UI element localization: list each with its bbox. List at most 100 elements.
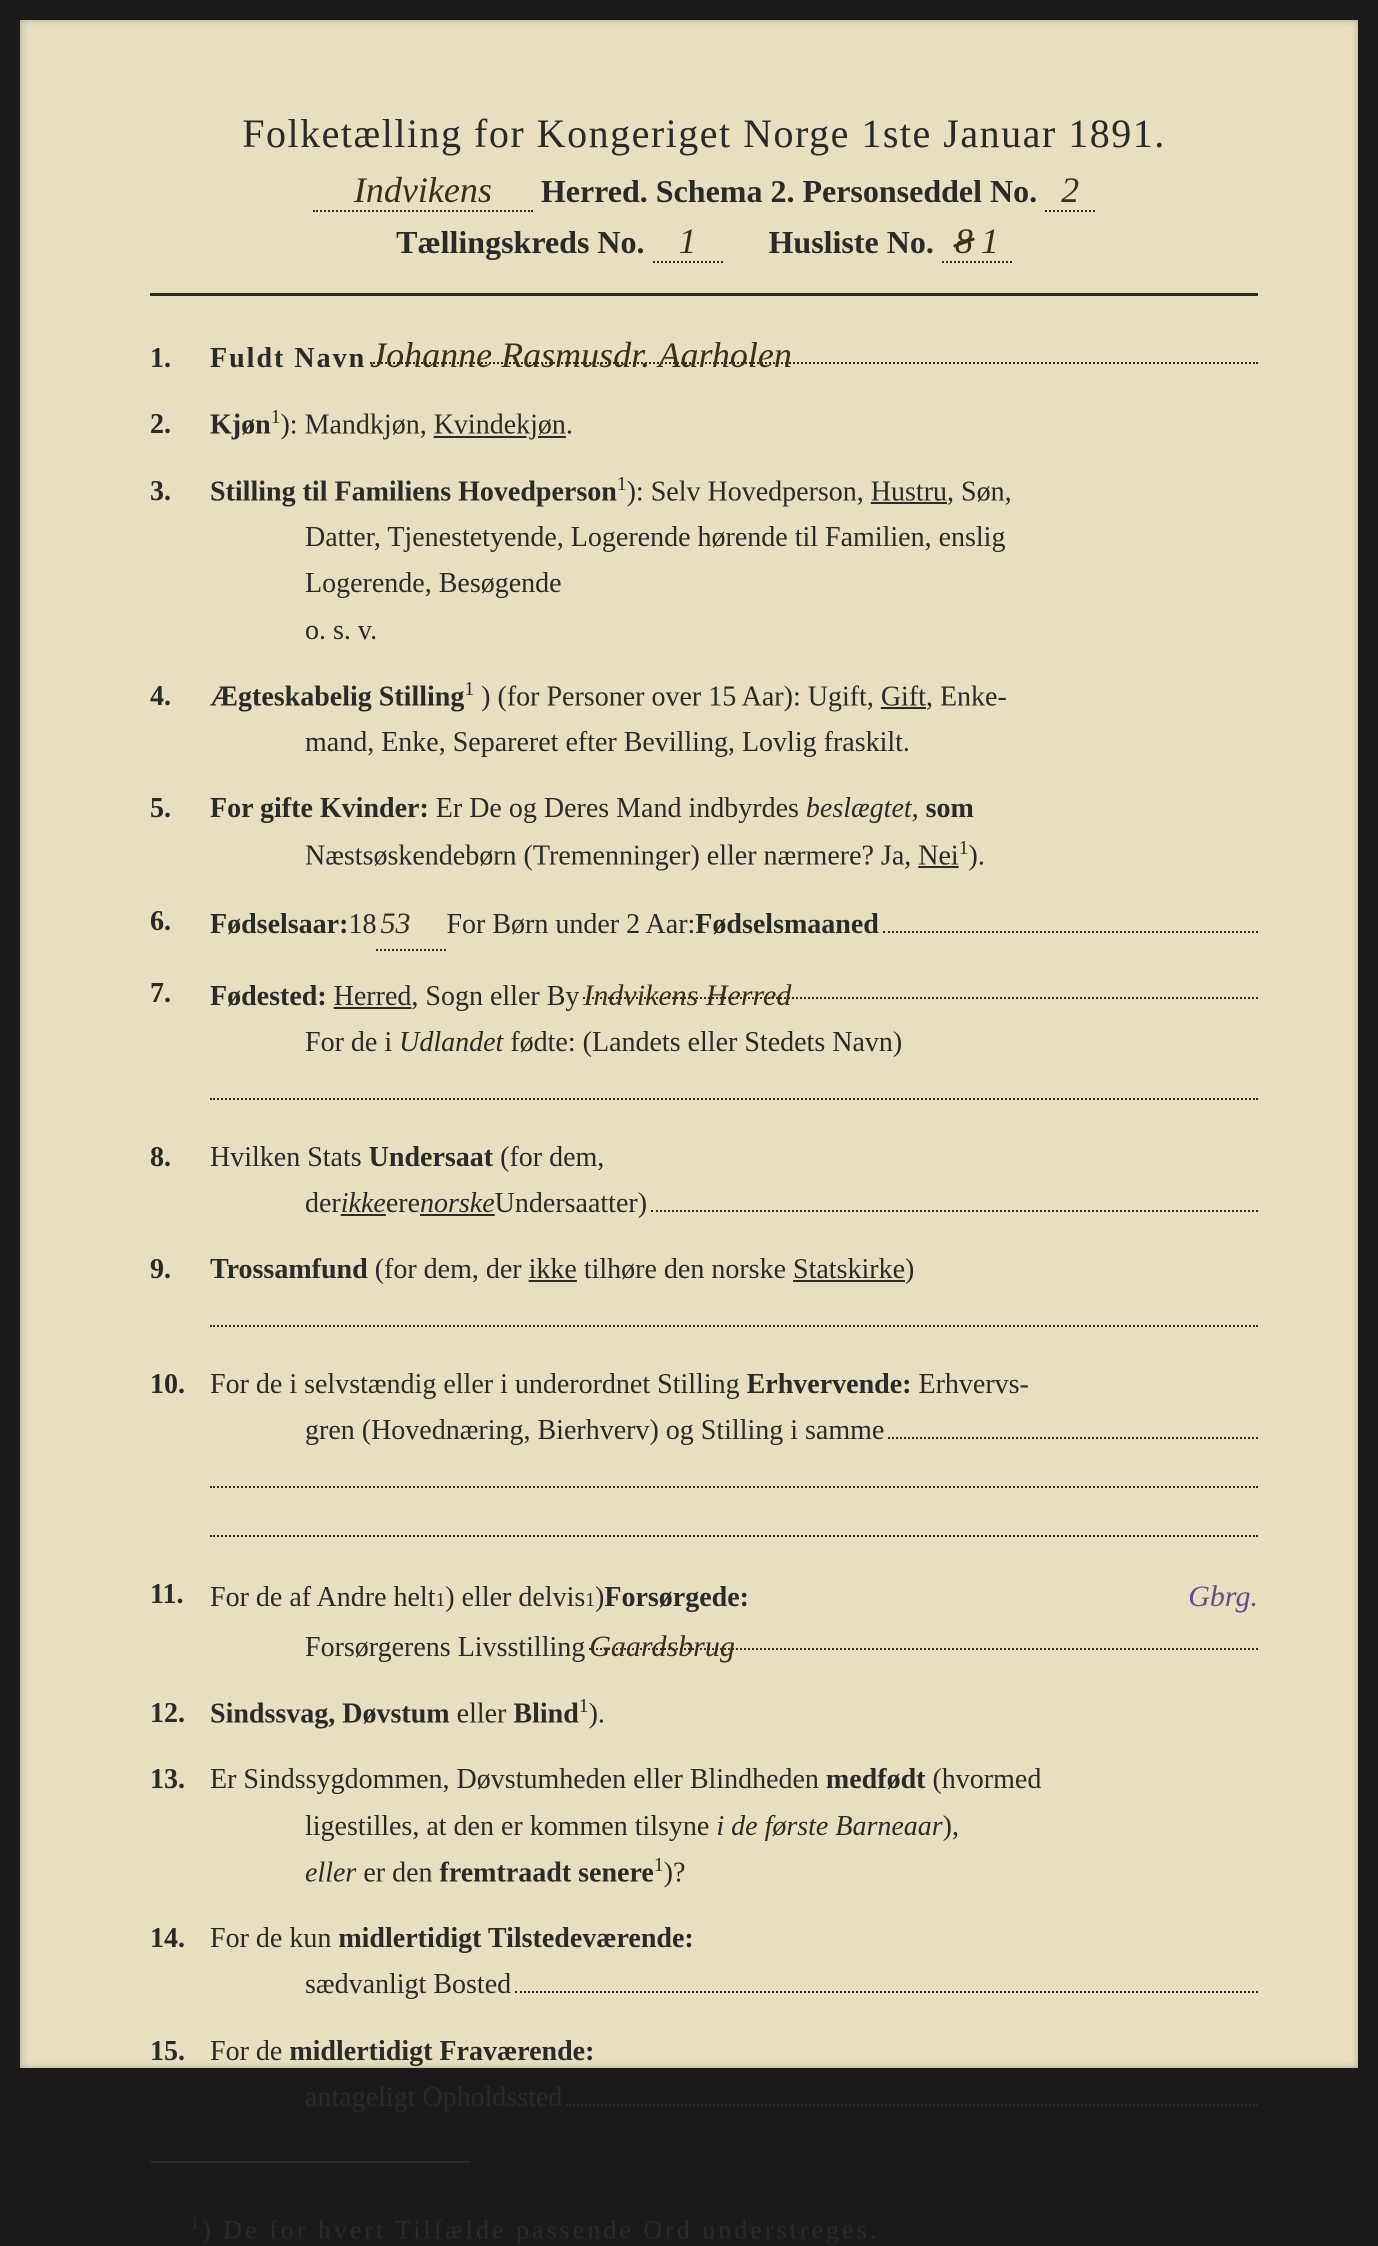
text: ere (386, 1181, 420, 1227)
text: som (926, 793, 974, 824)
line2: Datter, Tjenestetyende, Logerende hørend… (210, 515, 1258, 561)
label: Forsørgede: (604, 1575, 749, 1621)
item-body: Hvilken Stats Undersaat (for dem, der ik… (210, 1135, 1258, 1227)
text: sædvanligt Bosted (305, 1962, 511, 2008)
line2: ligestilles, at den er kommen tilsyne i … (210, 1804, 1258, 1850)
item-8: 8. Hvilken Stats Undersaat (for dem, der… (150, 1135, 1258, 1227)
item-num: 4. (150, 674, 210, 767)
italic: Udlandet (399, 1027, 503, 1058)
item-11: 11. For de af Andre helt1 ) eller delvis… (150, 1572, 1258, 1671)
item-9: 9. Trossamfund (for dem, der ikke tilhør… (150, 1247, 1258, 1342)
blank (651, 1184, 1258, 1212)
husliste-label: Husliste No. (769, 224, 934, 261)
item-body: Ægteskabelig Stilling1 ) (for Personer o… (210, 674, 1258, 767)
selected: Nei (918, 840, 958, 871)
selected: Hustru (871, 476, 947, 507)
item-3: 3. Stilling til Familiens Hovedperson1):… (150, 469, 1258, 654)
text: eller (457, 1698, 514, 1729)
text: For de (210, 2036, 289, 2067)
italic: norske (420, 1181, 495, 1227)
text: , Søn, (947, 476, 1012, 507)
item-5: 5. For gifte Kvinder: Er De og Deres Man… (150, 786, 1258, 879)
line2: Forsørgerens Livsstilling Gaardsbrug (210, 1622, 1258, 1671)
suffix: . (566, 410, 573, 441)
text: (hvormed (932, 1764, 1041, 1795)
label: Erhvervende: (747, 1369, 912, 1400)
text: gren (Hovednæring, Bierhverv) og Stillin… (305, 1408, 884, 1454)
line2: antageligt Opholdssted (210, 2075, 1258, 2121)
label: Ægteskabelig Stilling (210, 681, 464, 712)
footnote: 1) De for hvert Tilfælde passende Ord un… (150, 2213, 1258, 2246)
footnote-text: ) De for hvert Tilfælde passende Ord und… (202, 2216, 879, 2245)
name-value: Johanne Rasmusdr. Aarholen (370, 335, 792, 375)
item-14: 14. For de kun midlertidigt Tilstedevære… (150, 1916, 1258, 2008)
sup: 1 (617, 474, 627, 495)
item-12: 12. Sindssvag, Døvstum eller Blind1). (150, 1691, 1258, 1738)
text: (for dem, der (375, 1254, 529, 1285)
selected: Gift (881, 681, 926, 712)
blank (888, 1411, 1258, 1439)
footnote-rule (150, 2161, 470, 2163)
label: Stilling til Familiens Hovedperson (210, 476, 617, 507)
colon: ): (280, 410, 304, 441)
line2: sædvanligt Bosted (210, 1962, 1258, 2008)
item-num: 10. (150, 1362, 210, 1552)
line3: eller er den fremtraadt senere1)? (210, 1850, 1258, 1897)
options: Mandkjøn, (305, 410, 434, 441)
sup: 1 (654, 1855, 664, 1876)
item-body: Fødselsaar: 1853 For Børn under 2 Aar: F… (210, 899, 1258, 951)
item-6: 6. Fødselsaar: 1853 For Børn under 2 Aar… (150, 899, 1258, 951)
space (327, 974, 334, 1020)
item-body: For gifte Kvinder: Er De og Deres Mand i… (210, 786, 1258, 879)
label: Undersaat (369, 1142, 493, 1173)
item-num: 15. (150, 2029, 210, 2121)
item-body: Stilling til Familiens Hovedperson1): Se… (210, 469, 1258, 654)
sup: 1 (436, 1585, 446, 1617)
text: Erhvervs- (918, 1369, 1028, 1400)
text: For de i selvstændig eller i underordnet… (210, 1369, 747, 1400)
item-num: 5. (150, 786, 210, 879)
item-num: 7. (150, 971, 210, 1115)
item-num: 6. (150, 899, 210, 951)
personseddel-label: Personseddel No. (802, 173, 1037, 210)
text: Er Sindssygdommen, Døvstumheden eller Bl… (210, 1764, 826, 1795)
selected: Herred (334, 974, 412, 1020)
year: 53 (380, 907, 410, 940)
text: Hvilken Stats (210, 1142, 369, 1173)
blank-line (210, 1293, 1258, 1327)
herred-value: Indvikens (354, 170, 492, 210)
italic: beslægtet, (806, 793, 919, 824)
text: Undersaatter) (495, 1181, 647, 1227)
item-13: 13. Er Sindssygdommen, Døvstumheden elle… (150, 1757, 1258, 1896)
item-num: 12. (150, 1691, 210, 1738)
item-10: 10. For de i selvstændig eller i underor… (150, 1362, 1258, 1552)
text: ), (943, 1811, 959, 1842)
text: ) eller delvis (445, 1575, 585, 1621)
personseddel-no: 2 (1061, 170, 1079, 210)
line3: Logerende, Besøgende (210, 561, 1258, 607)
text: Forsørgerens Livsstilling (305, 1625, 585, 1671)
sup: 1 (579, 1696, 589, 1717)
sup: 1 (271, 407, 281, 428)
item-num: 8. (150, 1135, 210, 1227)
hw-value2: Gbrg. (1188, 1572, 1258, 1622)
hw-value: Gaardsbrug (589, 1630, 735, 1663)
suffix: ) (905, 1254, 914, 1285)
item-1: 1. Fuldt Navn Johanne Rasmusdr. Aarholen (150, 336, 1258, 382)
sup: 1 (959, 838, 969, 859)
italic: ikke (341, 1181, 386, 1227)
label2: Blind (513, 1698, 578, 1729)
item-4: 4. Ægteskabelig Stilling1 ) (for Persone… (150, 674, 1258, 767)
underline: Statskirke (793, 1254, 905, 1285)
kreds-row: Tællingskreds No. 1 Husliste No. 8 1 (150, 224, 1258, 263)
blank-line (210, 1066, 1258, 1100)
text: ligestilles, at den er kommen tilsyne (305, 1811, 716, 1842)
suffix: )? (664, 1857, 686, 1888)
label: For gifte Kvinder: (210, 793, 429, 824)
text: For de kun (210, 1923, 338, 1954)
schema-label: Schema 2. (656, 173, 795, 210)
text: Selv Hovedperson, (651, 476, 871, 507)
tallingskreds-label: Tællingskreds No. (396, 224, 644, 261)
line2: mand, Enke, Separeret efter Bevilling, L… (210, 720, 1258, 766)
item-body: Trossamfund (for dem, der ikke tilhøre d… (210, 1247, 1258, 1342)
